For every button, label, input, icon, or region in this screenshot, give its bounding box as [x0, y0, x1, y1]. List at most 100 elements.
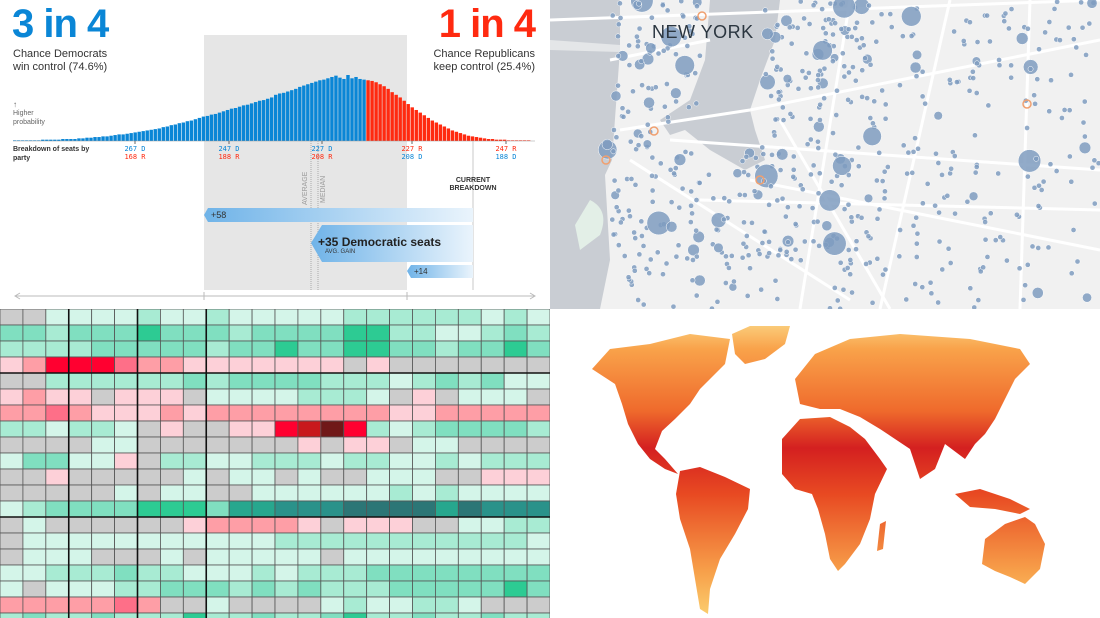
avg-gain-label: +35 Democratic seats — [318, 235, 442, 249]
location-marker — [882, 266, 889, 273]
histogram-bar — [109, 135, 113, 141]
location-marker — [974, 60, 980, 67]
location-marker — [1020, 297, 1027, 303]
heatmap-cell — [114, 516, 138, 534]
heatmap-cell — [0, 436, 24, 454]
heatmap-cell — [68, 404, 93, 422]
location-marker — [645, 85, 652, 91]
location-marker — [987, 38, 993, 45]
heatmap-cell — [91, 532, 115, 550]
location-marker — [966, 87, 973, 94]
heatmap-cell — [480, 516, 505, 534]
location-marker — [713, 242, 724, 253]
location-marker — [838, 26, 845, 32]
location-marker — [640, 243, 647, 249]
location-marker — [905, 149, 912, 156]
heatmap-cell — [22, 596, 47, 614]
location-marker — [888, 24, 895, 30]
heatmap-cell — [114, 612, 138, 618]
location-marker — [1089, 164, 1096, 171]
heatmap-cell — [68, 500, 93, 518]
location-marker — [634, 43, 641, 50]
location-marker — [1031, 287, 1044, 299]
heatmap-cell — [228, 404, 253, 422]
histogram-bar — [482, 138, 487, 141]
location-marker — [760, 151, 767, 157]
current-label-line1: CURRENT — [455, 177, 491, 184]
location-marker — [822, 231, 847, 256]
location-marker — [806, 70, 812, 76]
location-marker — [786, 24, 793, 31]
location-marker — [777, 167, 784, 173]
heatmap-cell — [343, 612, 368, 618]
heatmap-cell — [137, 516, 161, 534]
heatmap-cell — [68, 484, 93, 502]
heatmap-cell — [91, 356, 115, 374]
heatmap-cell — [480, 340, 505, 358]
location-marker — [611, 177, 618, 184]
heatmap-cell — [182, 532, 207, 550]
location-marker — [864, 95, 870, 101]
location-marker — [1029, 243, 1036, 250]
heatmap-cell — [480, 404, 505, 422]
rep-headline: 1 in 4 — [438, 2, 536, 46]
heatmap-cell — [480, 484, 505, 502]
heatmap-cell — [160, 372, 184, 390]
heatmap-cell — [366, 404, 390, 422]
heatmap-cell — [320, 532, 345, 550]
rep-chance-line2: keep control (25.4%) — [433, 61, 536, 73]
heatmap-cell — [0, 356, 24, 374]
histogram-bar — [290, 90, 294, 141]
location-marker — [919, 93, 926, 100]
histogram-bar — [294, 88, 298, 141]
location-marker — [815, 77, 821, 83]
heatmap-cell — [160, 500, 184, 518]
location-marker — [636, 0, 642, 7]
heatmap-cell — [503, 532, 528, 550]
heatmap-cell — [91, 468, 115, 486]
avg-gain-arrow — [311, 225, 473, 262]
road — [778, 119, 892, 309]
histogram-bar — [286, 91, 290, 141]
histogram-bar — [129, 133, 133, 141]
location-marker — [745, 252, 752, 259]
heatmap-cell — [0, 612, 24, 618]
location-marker — [625, 274, 632, 281]
heatmap-cell — [137, 372, 161, 390]
histogram-bar — [490, 139, 495, 141]
location-marker — [1059, 115, 1065, 121]
heatmap-cell — [526, 548, 550, 566]
histogram-bar — [245, 104, 250, 141]
location-marker — [810, 2, 817, 9]
histogram-bar — [394, 94, 398, 141]
histogram-bar — [85, 137, 89, 141]
location-marker — [879, 178, 886, 184]
location-marker — [638, 58, 645, 65]
histogram-bar — [514, 140, 519, 141]
location-marker — [799, 186, 806, 193]
location-marker — [933, 111, 943, 121]
heatmap-cell — [366, 516, 390, 534]
location-marker — [825, 16, 832, 23]
heatmap-cell — [182, 404, 207, 422]
location-marker — [812, 40, 833, 61]
location-marker — [799, 68, 806, 74]
heatmap-cell — [526, 309, 550, 326]
location-marker — [832, 156, 852, 176]
heatmap-cell — [435, 596, 459, 614]
heatmap-cell — [114, 309, 138, 326]
histogram-bar — [269, 97, 274, 141]
histogram-bar — [189, 120, 194, 141]
heatmap-cell — [91, 548, 115, 566]
heatmap-cell — [68, 516, 93, 534]
location-marker — [818, 189, 841, 212]
heatmap-cell — [297, 388, 322, 406]
heatmap-cell — [182, 356, 207, 374]
location-marker — [745, 172, 752, 178]
heatmap-cell — [389, 484, 413, 502]
histogram-bar — [450, 130, 455, 141]
histogram-bar — [157, 128, 161, 141]
heatmap-cell — [91, 484, 115, 502]
heatmap-cell — [389, 468, 413, 486]
heatmap-cell — [435, 532, 459, 550]
